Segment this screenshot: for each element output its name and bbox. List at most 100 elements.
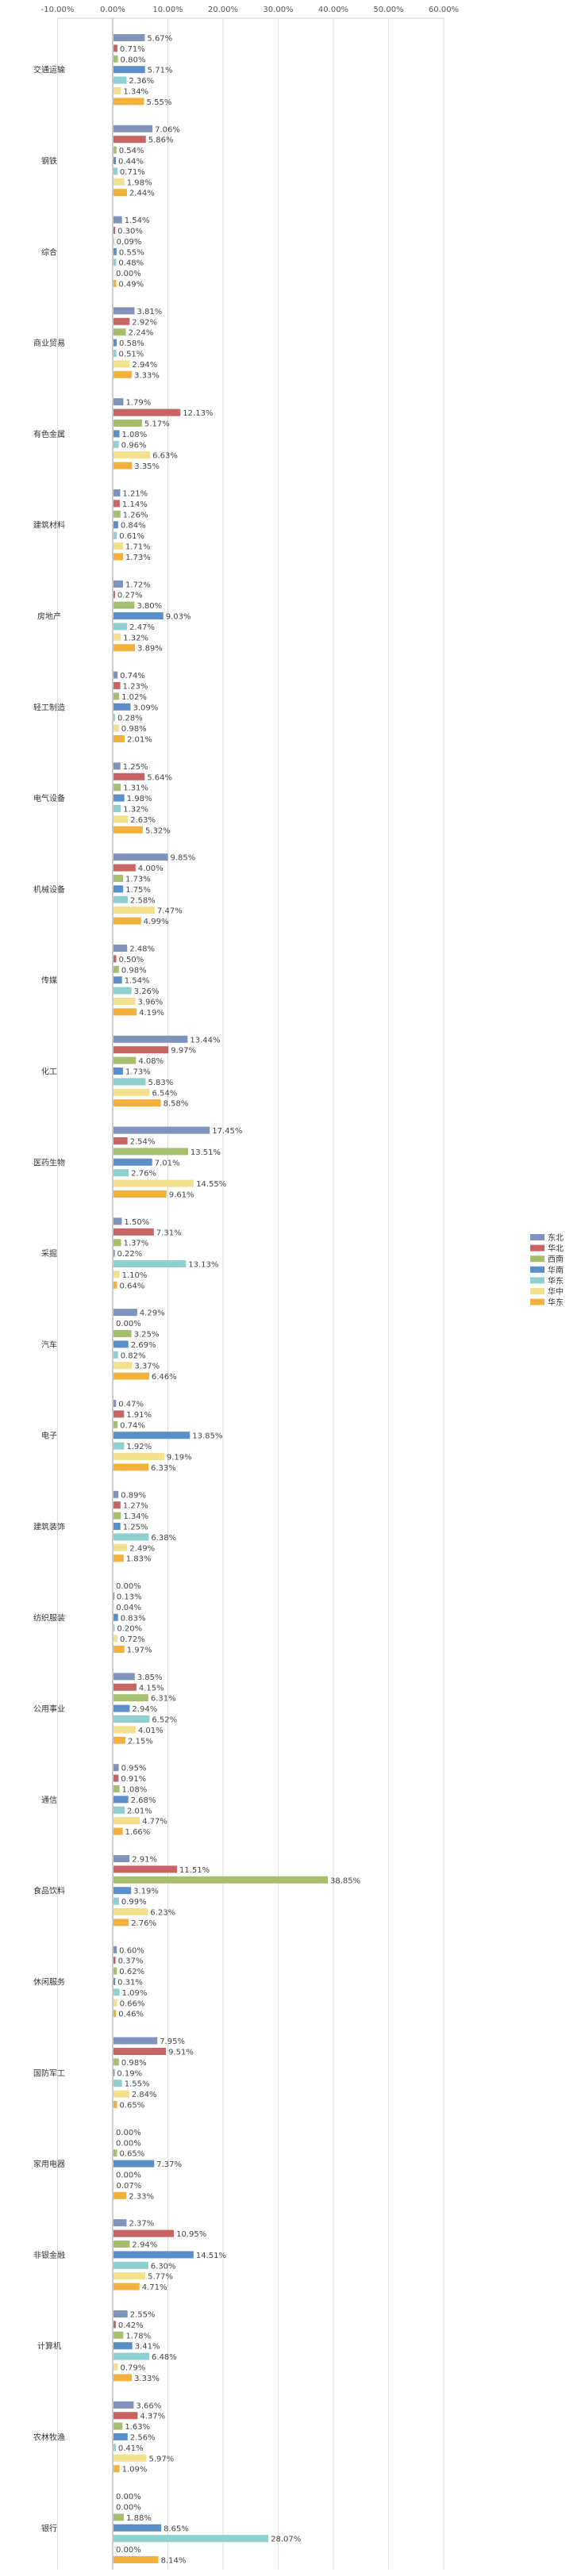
data-label: 2.94% bbox=[132, 361, 157, 370]
bar bbox=[114, 1309, 137, 1317]
data-label: 4.15% bbox=[139, 1684, 164, 1692]
bar bbox=[114, 1635, 118, 1643]
data-label: 2.76% bbox=[131, 1919, 156, 1928]
bar bbox=[114, 1774, 119, 1782]
data-label: 1.66% bbox=[125, 1828, 151, 1837]
category-label: 钢铁 bbox=[41, 156, 57, 167]
bar bbox=[114, 1190, 167, 1198]
bar bbox=[114, 1420, 118, 1428]
legend-swatch bbox=[530, 1298, 545, 1305]
legend-label: 西南 bbox=[548, 1254, 564, 1264]
bar bbox=[114, 2149, 117, 2157]
data-label: 0.00% bbox=[116, 2139, 141, 2148]
category-label: 休闲服务 bbox=[33, 1977, 65, 1988]
data-label: 1.98% bbox=[127, 178, 152, 187]
data-label: 1.75% bbox=[125, 886, 151, 895]
x-tick-label: 60.00% bbox=[429, 6, 459, 14]
data-label: 5.77% bbox=[148, 2273, 173, 2282]
x-tick-label: 50.00% bbox=[373, 6, 403, 14]
legend-swatch bbox=[530, 1277, 545, 1284]
bar bbox=[114, 2535, 269, 2543]
bar bbox=[114, 1463, 148, 1471]
category-label: 国防军工 bbox=[33, 2068, 65, 2078]
bar bbox=[114, 1897, 119, 1905]
data-label: 2.33% bbox=[129, 2192, 154, 2201]
legend-label: 华中 bbox=[548, 1286, 564, 1297]
bar bbox=[114, 1523, 121, 1530]
bar bbox=[114, 998, 136, 1005]
data-label: 6.30% bbox=[151, 2262, 176, 2271]
bar bbox=[114, 370, 133, 378]
data-label: 1.98% bbox=[127, 795, 152, 803]
data-label: 1.32% bbox=[123, 806, 148, 815]
data-label: 2.84% bbox=[132, 2091, 157, 2099]
bar bbox=[114, 580, 123, 588]
data-label: 6.31% bbox=[151, 1695, 176, 1704]
data-label: 4.71% bbox=[142, 2283, 167, 2292]
legend-label: 华北 bbox=[548, 1244, 564, 1254]
data-label: 2.55% bbox=[130, 2311, 156, 2320]
data-label: 9.85% bbox=[170, 854, 195, 863]
bar bbox=[114, 976, 122, 984]
data-label: 0.54% bbox=[119, 147, 144, 155]
category-label: 机械设备 bbox=[33, 884, 65, 895]
bar bbox=[114, 1260, 187, 1267]
bar bbox=[114, 2191, 127, 2199]
data-label: 0.00% bbox=[116, 2493, 141, 2501]
data-label: 4.00% bbox=[138, 864, 164, 873]
data-label: 1.37% bbox=[124, 1240, 149, 1248]
data-label: 4.08% bbox=[138, 1057, 164, 1066]
data-label: 3.09% bbox=[133, 703, 158, 712]
bar bbox=[114, 2241, 130, 2248]
data-label: 3.41% bbox=[135, 2343, 160, 2352]
bar bbox=[114, 1271, 120, 1278]
data-label: 5.97% bbox=[148, 2455, 174, 2463]
data-label: 1.26% bbox=[123, 511, 148, 519]
bar bbox=[114, 360, 130, 368]
data-label: 0.65% bbox=[120, 2102, 145, 2110]
bar bbox=[114, 2058, 119, 2066]
data-label: 2.54% bbox=[130, 1138, 156, 1147]
data-label: 0.74% bbox=[120, 1421, 145, 1430]
data-label: 1.92% bbox=[126, 1443, 152, 1451]
data-label: 2.36% bbox=[129, 77, 154, 86]
bar bbox=[114, 1158, 152, 1166]
bar bbox=[114, 1228, 154, 1236]
bar bbox=[114, 55, 118, 63]
bar bbox=[114, 601, 135, 609]
category-label: 食品饮料 bbox=[33, 1886, 65, 1896]
category-label: 商业贸易 bbox=[33, 338, 65, 348]
x-tick-label: -10.00% bbox=[41, 6, 75, 14]
bar bbox=[114, 87, 121, 94]
bar bbox=[114, 2444, 116, 2451]
category-label: 综合 bbox=[41, 247, 57, 257]
bar bbox=[114, 2010, 117, 2018]
data-label: 7.31% bbox=[156, 1229, 182, 1237]
data-label: 6.48% bbox=[152, 2353, 177, 2362]
data-label: 13.51% bbox=[191, 1148, 221, 1157]
bar bbox=[114, 735, 125, 742]
data-label: 0.09% bbox=[117, 238, 142, 247]
data-label: 0.41% bbox=[118, 2444, 144, 2453]
data-label: 0.91% bbox=[121, 1775, 146, 1784]
data-label: 2.91% bbox=[132, 1856, 157, 1865]
data-label: 1.78% bbox=[125, 2332, 151, 2340]
bar bbox=[114, 682, 121, 689]
data-label: 4.01% bbox=[138, 1727, 164, 1735]
bar bbox=[114, 189, 127, 197]
x-tick-label: 20.00% bbox=[208, 6, 238, 14]
category-label: 建筑材料 bbox=[33, 520, 65, 531]
bar bbox=[114, 965, 119, 973]
data-label: 0.04% bbox=[116, 1604, 141, 1612]
bar bbox=[114, 1340, 129, 1348]
data-label: 0.42% bbox=[118, 2321, 144, 2330]
data-label: 3.66% bbox=[136, 2402, 161, 2410]
data-label: 2.49% bbox=[129, 1544, 155, 1553]
data-label: 4.99% bbox=[144, 918, 169, 926]
bar bbox=[114, 76, 127, 84]
legend-swatch bbox=[530, 1244, 545, 1252]
data-label: 7.37% bbox=[156, 2160, 182, 2169]
data-label: 0.95% bbox=[121, 1765, 147, 1773]
bar bbox=[114, 2048, 167, 2055]
category-label: 银行 bbox=[41, 2523, 57, 2533]
